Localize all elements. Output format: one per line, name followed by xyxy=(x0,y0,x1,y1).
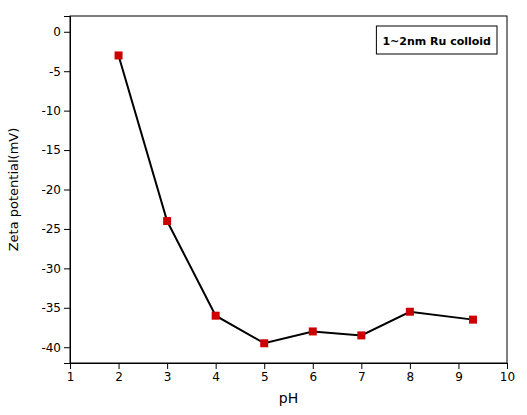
tick-mark xyxy=(64,190,70,191)
tick-mark xyxy=(64,347,70,348)
data-point xyxy=(115,51,123,59)
tick-mark xyxy=(216,363,217,369)
tick-mark xyxy=(410,363,411,369)
tick-label: 1 xyxy=(67,370,75,384)
tick: -15 xyxy=(41,143,70,157)
tick-mark xyxy=(458,363,459,369)
data-point xyxy=(469,316,477,324)
tick-label: -35 xyxy=(41,301,61,315)
tick-label: 8 xyxy=(407,370,415,384)
tick-mark xyxy=(167,363,168,369)
x-axis-title: pH xyxy=(279,390,298,406)
tick-label: -25 xyxy=(41,222,61,236)
tick: 2 xyxy=(115,363,123,384)
series-line xyxy=(119,55,473,343)
tick-label: -5 xyxy=(49,65,61,79)
data-point xyxy=(357,331,365,339)
plot: 1 2 3 4 5 6 7 8 9 10 0 -5 -10 -15 -20 -25 -30 -35 -40 1~2nm… xyxy=(41,16,515,384)
tick: -25 xyxy=(41,222,70,236)
tick: 1 xyxy=(67,363,75,384)
tick-mark xyxy=(361,363,362,369)
tick-label: -20 xyxy=(41,183,61,197)
axis-line xyxy=(71,364,508,370)
tick-label: -10 xyxy=(41,104,61,118)
legend: 1~2nm Ru colloid xyxy=(376,26,497,54)
marks xyxy=(115,51,477,347)
tick-label: -40 xyxy=(41,341,61,355)
tick-mark xyxy=(64,32,70,33)
y-axis: 0 -5 -10 -15 -20 -25 -30 -35 -40 xyxy=(41,17,70,364)
tick: 7 xyxy=(358,363,366,384)
tick-mark xyxy=(507,363,508,369)
tick: 3 xyxy=(164,363,172,384)
tick-label: 6 xyxy=(309,370,317,384)
legend-box xyxy=(376,26,497,54)
tick-mark xyxy=(264,363,265,369)
tick: 6 xyxy=(309,363,317,384)
tick-mark xyxy=(313,363,314,369)
tick-mark xyxy=(64,308,70,309)
data-point xyxy=(406,308,414,316)
data-point xyxy=(163,217,171,225)
data-point xyxy=(309,327,317,335)
legend-entry: 1~2nm Ru colloid xyxy=(382,35,491,48)
tick: 10 xyxy=(500,363,515,384)
tick: -40 xyxy=(41,341,70,355)
tick-label: 10 xyxy=(500,370,515,384)
tick: -35 xyxy=(41,301,70,315)
axis-line xyxy=(64,17,71,364)
tick-mark xyxy=(64,150,70,151)
tick-label: 7 xyxy=(358,370,366,384)
tick: 8 xyxy=(407,363,415,384)
tick-mark xyxy=(64,229,70,230)
tick-mark xyxy=(64,268,70,269)
tick-label: 3 xyxy=(164,370,172,384)
tick-mark xyxy=(64,71,70,72)
y-axis-title: Zeta potential(mV) xyxy=(6,128,21,252)
tick-mark xyxy=(64,111,70,112)
tick-label: 9 xyxy=(455,370,463,384)
tick-label: 5 xyxy=(261,370,269,384)
tick-label: -30 xyxy=(41,262,61,276)
tick-label: 4 xyxy=(212,370,220,384)
tick: 5 xyxy=(261,363,269,384)
tick-label: 0 xyxy=(53,25,61,39)
tick-label: 2 xyxy=(115,370,123,384)
tick: -10 xyxy=(41,104,70,118)
tick: -30 xyxy=(41,262,70,276)
chart: 1 2 3 4 5 6 7 8 9 10 0 -5 -10 -15 -20 -25 -30 -35 -40 1~2nm… xyxy=(0,0,527,415)
tick-mark xyxy=(119,363,120,369)
x-axis: 1 2 3 4 5 6 7 8 9 10 xyxy=(67,363,515,384)
tick: 0 xyxy=(53,25,70,39)
data-point xyxy=(260,339,268,347)
tick: -20 xyxy=(41,183,70,197)
data-point xyxy=(212,312,220,320)
tick: 4 xyxy=(212,363,220,384)
tick: -5 xyxy=(49,65,70,79)
tick-label: -15 xyxy=(41,143,61,157)
tick: 9 xyxy=(455,363,463,384)
plot-frame xyxy=(70,16,507,363)
